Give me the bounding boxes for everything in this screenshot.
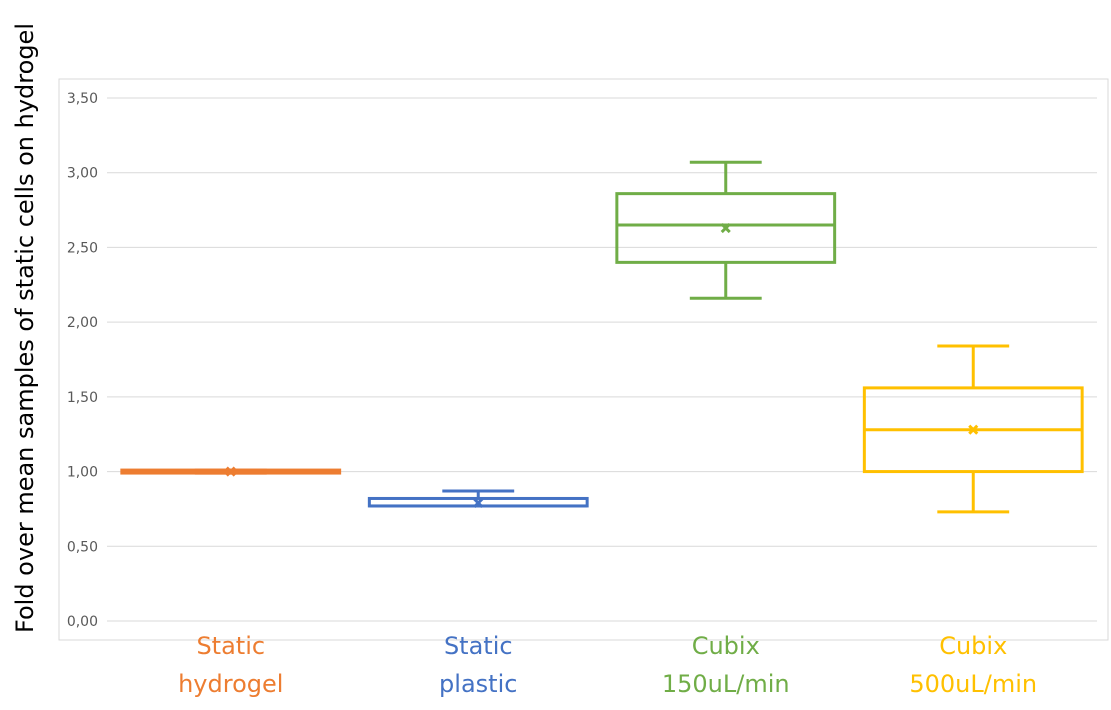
y-tick-label: 0,50 bbox=[67, 539, 98, 555]
y-tick-labels: 0,00 0,50 1,00 1,50 2,00 2,50 3,00 3,50 bbox=[67, 91, 98, 630]
mean-marker bbox=[720, 222, 731, 234]
category-label: Static bbox=[196, 632, 265, 660]
plot-frame bbox=[58, 78, 1109, 641]
y-tick-label: 3,00 bbox=[67, 166, 98, 182]
y-axis-label: Fold over mean samples of static cells o… bbox=[11, 23, 39, 633]
y-tick-label: 3,50 bbox=[67, 91, 98, 107]
category-label: Cubix bbox=[939, 632, 1007, 660]
y-tick-label: 2,50 bbox=[67, 240, 98, 256]
y-tick-label: 1,00 bbox=[67, 465, 98, 481]
mean-marker bbox=[473, 497, 484, 509]
mean-marker bbox=[968, 424, 979, 435]
box-cubix-150ul-min bbox=[615, 160, 837, 300]
boxes bbox=[120, 160, 1084, 514]
box-static-hydrogel bbox=[120, 466, 342, 477]
category-labels: Static hydrogel Static plastic Cubix 150uL/mi… bbox=[178, 632, 1037, 698]
category-label: Static bbox=[444, 632, 513, 660]
category-label: 150uL/min bbox=[662, 670, 790, 698]
box-cubix-500ul-min bbox=[862, 344, 1084, 514]
mean-marker bbox=[225, 466, 236, 477]
category-label: plastic bbox=[439, 670, 517, 698]
iqr-box bbox=[615, 192, 837, 264]
y-tick-label: 2,00 bbox=[67, 315, 98, 331]
category-label: Cubix bbox=[692, 632, 760, 660]
y-tick-label: 0,00 bbox=[67, 614, 98, 630]
gridlines bbox=[107, 97, 1097, 622]
category-label: 500uL/min bbox=[909, 670, 1037, 698]
y-tick-label: 1,50 bbox=[67, 390, 98, 406]
box-static-plastic bbox=[367, 489, 589, 509]
category-label: hydrogel bbox=[178, 670, 283, 698]
